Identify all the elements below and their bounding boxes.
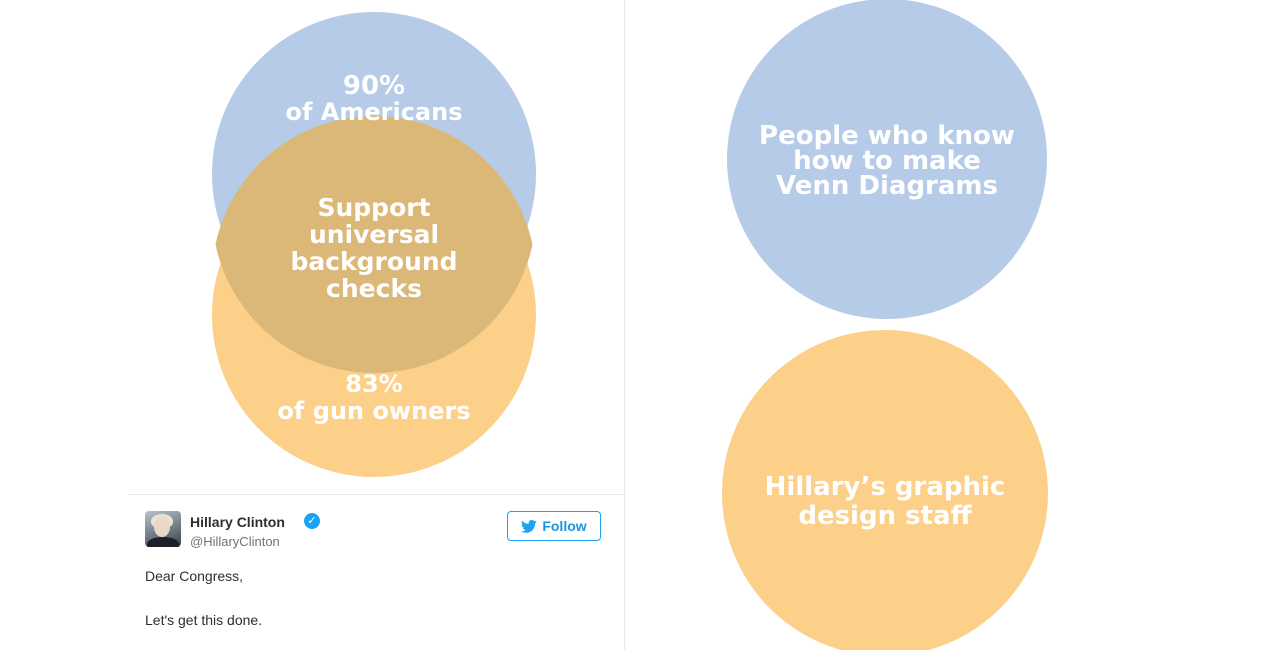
gun-owners-percent: 83% bbox=[345, 370, 402, 398]
venn-diagram-parody: People who know how to make Venn Diagram… bbox=[722, 0, 1048, 655]
avatar-face bbox=[154, 517, 170, 537]
overlap-line-4: checks bbox=[326, 274, 422, 303]
tweet-text-line-1: Dear Congress, bbox=[145, 568, 244, 584]
follow-button[interactable]: Follow bbox=[507, 511, 601, 541]
venn-diagram-original: 90% of Americans Support universal backg… bbox=[212, 12, 536, 477]
venn-experts-line-1: People who know bbox=[759, 121, 1015, 151]
right-panel: People who know how to make Venn Diagram… bbox=[625, 0, 1288, 655]
overlap-line-2: universal bbox=[309, 220, 439, 249]
verified-badge-icon: ✓ bbox=[304, 513, 320, 529]
panel-divider bbox=[624, 0, 625, 650]
venn-experts-line-2: how to make bbox=[793, 146, 981, 176]
left-panel: 90% of Americans Support universal backg… bbox=[128, 0, 624, 650]
tweet-text-line-2: Let's get this done. bbox=[145, 612, 263, 628]
avatar[interactable] bbox=[145, 511, 181, 547]
overlap-line-1: Support bbox=[317, 193, 430, 222]
americans-percent: 90% bbox=[343, 71, 405, 101]
avatar-shoulders bbox=[147, 537, 179, 547]
tweet-card: Hillary Clinton ✓ @HillaryClinton Follow… bbox=[128, 494, 624, 651]
circle-design-staff bbox=[722, 330, 1048, 655]
user-handle[interactable]: @HillaryClinton bbox=[190, 534, 280, 549]
twitter-bird-icon bbox=[521, 519, 537, 533]
venn-experts-line-3: Venn Diagrams bbox=[776, 171, 998, 201]
design-staff-line-2: design staff bbox=[798, 501, 972, 531]
design-staff-line-1: Hillary’s graphic bbox=[765, 472, 1006, 502]
user-name[interactable]: Hillary Clinton bbox=[190, 514, 285, 530]
americans-caption: of Americans bbox=[286, 98, 463, 126]
gun-owners-caption: of gun owners bbox=[277, 397, 470, 425]
overlap-region bbox=[215, 115, 533, 374]
circle-venn-experts bbox=[727, 0, 1047, 319]
overlap-line-3: background bbox=[290, 247, 457, 276]
follow-label: Follow bbox=[542, 518, 587, 534]
